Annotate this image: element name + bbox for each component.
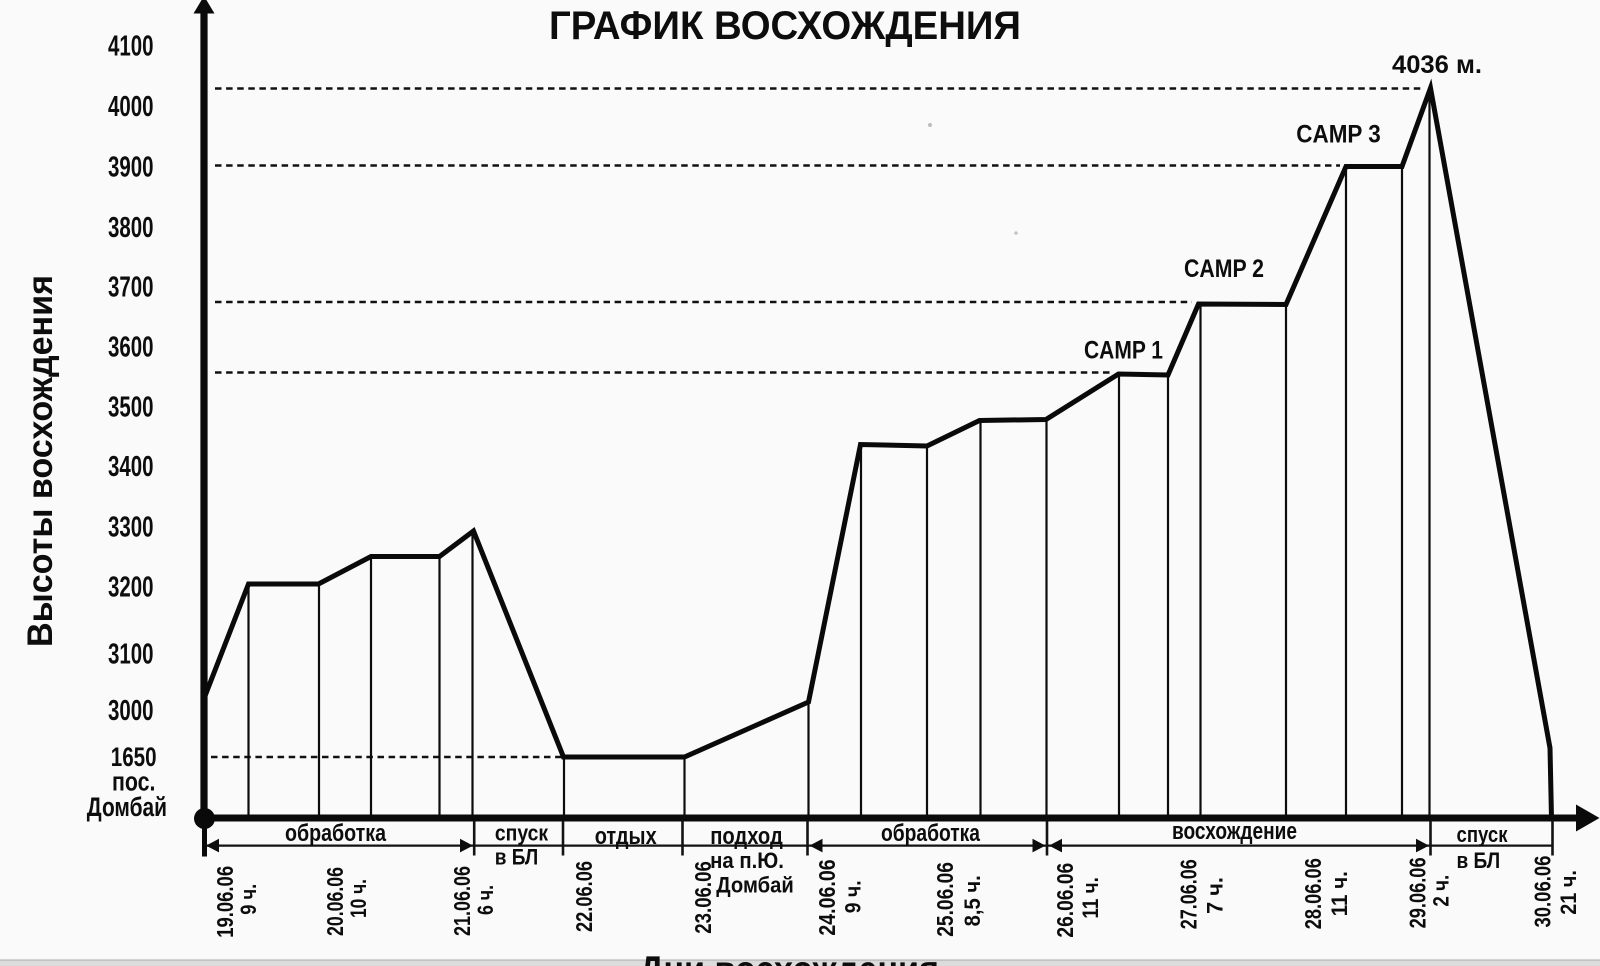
svg-text:пос.: пос. [112, 766, 156, 796]
svg-text:3600: 3600 [108, 332, 154, 364]
svg-text:27.06.06: 27.06.06 [1175, 859, 1201, 929]
svg-text:30.06.06: 30.06.06 [1529, 856, 1555, 928]
svg-text:Домбай: Домбай [716, 873, 794, 898]
svg-text:3900: 3900 [108, 151, 154, 183]
svg-text:3700: 3700 [108, 272, 154, 304]
svg-text:9 ч.: 9 ч. [840, 880, 865, 913]
svg-text:спуск: спуск [495, 821, 549, 846]
svg-text:обработка: обработка [285, 820, 387, 847]
svg-text:7 ч.: 7 ч. [1203, 877, 1228, 914]
svg-text:Дни восхождения: Дни восхождения [639, 949, 939, 966]
svg-text:3200: 3200 [108, 572, 154, 604]
svg-text:22.06.06: 22.06.06 [571, 861, 597, 932]
svg-text:10 ч.: 10 ч. [346, 879, 371, 918]
svg-text:4036 м.: 4036 м. [1392, 51, 1482, 79]
svg-text:29.06.06: 29.06.06 [1405, 857, 1431, 928]
svg-text:21.06.06: 21.06.06 [449, 866, 475, 936]
svg-text:восхождение: восхождение [1172, 818, 1297, 845]
svg-text:на п.Ю.: на п.Ю. [710, 848, 784, 873]
svg-text:4000: 4000 [108, 91, 154, 123]
svg-text:21 ч.: 21 ч. [1556, 870, 1581, 915]
svg-text:3300: 3300 [108, 512, 154, 544]
svg-text:3100: 3100 [108, 639, 154, 671]
svg-text:Высоты восхождения: Высоты восхождения [21, 275, 60, 647]
svg-text:отдых: отдых [595, 823, 657, 850]
svg-text:CAMP 3: CAMP 3 [1296, 121, 1381, 149]
svg-text:3000: 3000 [108, 695, 154, 727]
svg-text:CAMP 2: CAMP 2 [1184, 255, 1264, 283]
svg-text:3800: 3800 [108, 212, 154, 244]
svg-text:в БЛ: в БЛ [495, 845, 539, 870]
svg-text:6 ч.: 6 ч. [473, 885, 498, 915]
svg-text:спуск: спуск [1457, 822, 1509, 847]
svg-text:8,5 ч.: 8,5 ч. [960, 875, 985, 926]
svg-text:20.06.06: 20.06.06 [322, 867, 348, 936]
svg-text:26.06.06: 26.06.06 [1052, 863, 1078, 938]
svg-text:11 ч.: 11 ч. [1327, 871, 1352, 916]
svg-text:24.06.06: 24.06.06 [814, 859, 840, 935]
svg-text:подход: подход [710, 823, 783, 850]
svg-text:ГРАФИК ВОСХОЖДЕНИЯ: ГРАФИК ВОСХОЖДЕНИЯ [549, 4, 1021, 48]
svg-text:19.06.06: 19.06.06 [212, 866, 238, 938]
svg-text:CAMP 1: CAMP 1 [1084, 337, 1163, 365]
svg-text:28.06.06: 28.06.06 [1300, 858, 1326, 929]
svg-text:11 ч.: 11 ч. [1078, 877, 1103, 919]
svg-text:23.06.06: 23.06.06 [690, 861, 716, 934]
svg-text:Домбай: Домбай [87, 792, 167, 822]
svg-text:4100: 4100 [108, 31, 154, 63]
svg-text:2 ч.: 2 ч. [1428, 875, 1453, 907]
svg-text:1650: 1650 [111, 742, 157, 772]
svg-text:9 ч.: 9 ч. [236, 884, 261, 915]
svg-text:обработка: обработка [881, 820, 981, 847]
svg-text:3400: 3400 [108, 451, 154, 483]
svg-text:в БЛ: в БЛ [1456, 848, 1500, 873]
svg-text:25.06.06: 25.06.06 [932, 862, 958, 937]
svg-text:3500: 3500 [108, 392, 154, 424]
